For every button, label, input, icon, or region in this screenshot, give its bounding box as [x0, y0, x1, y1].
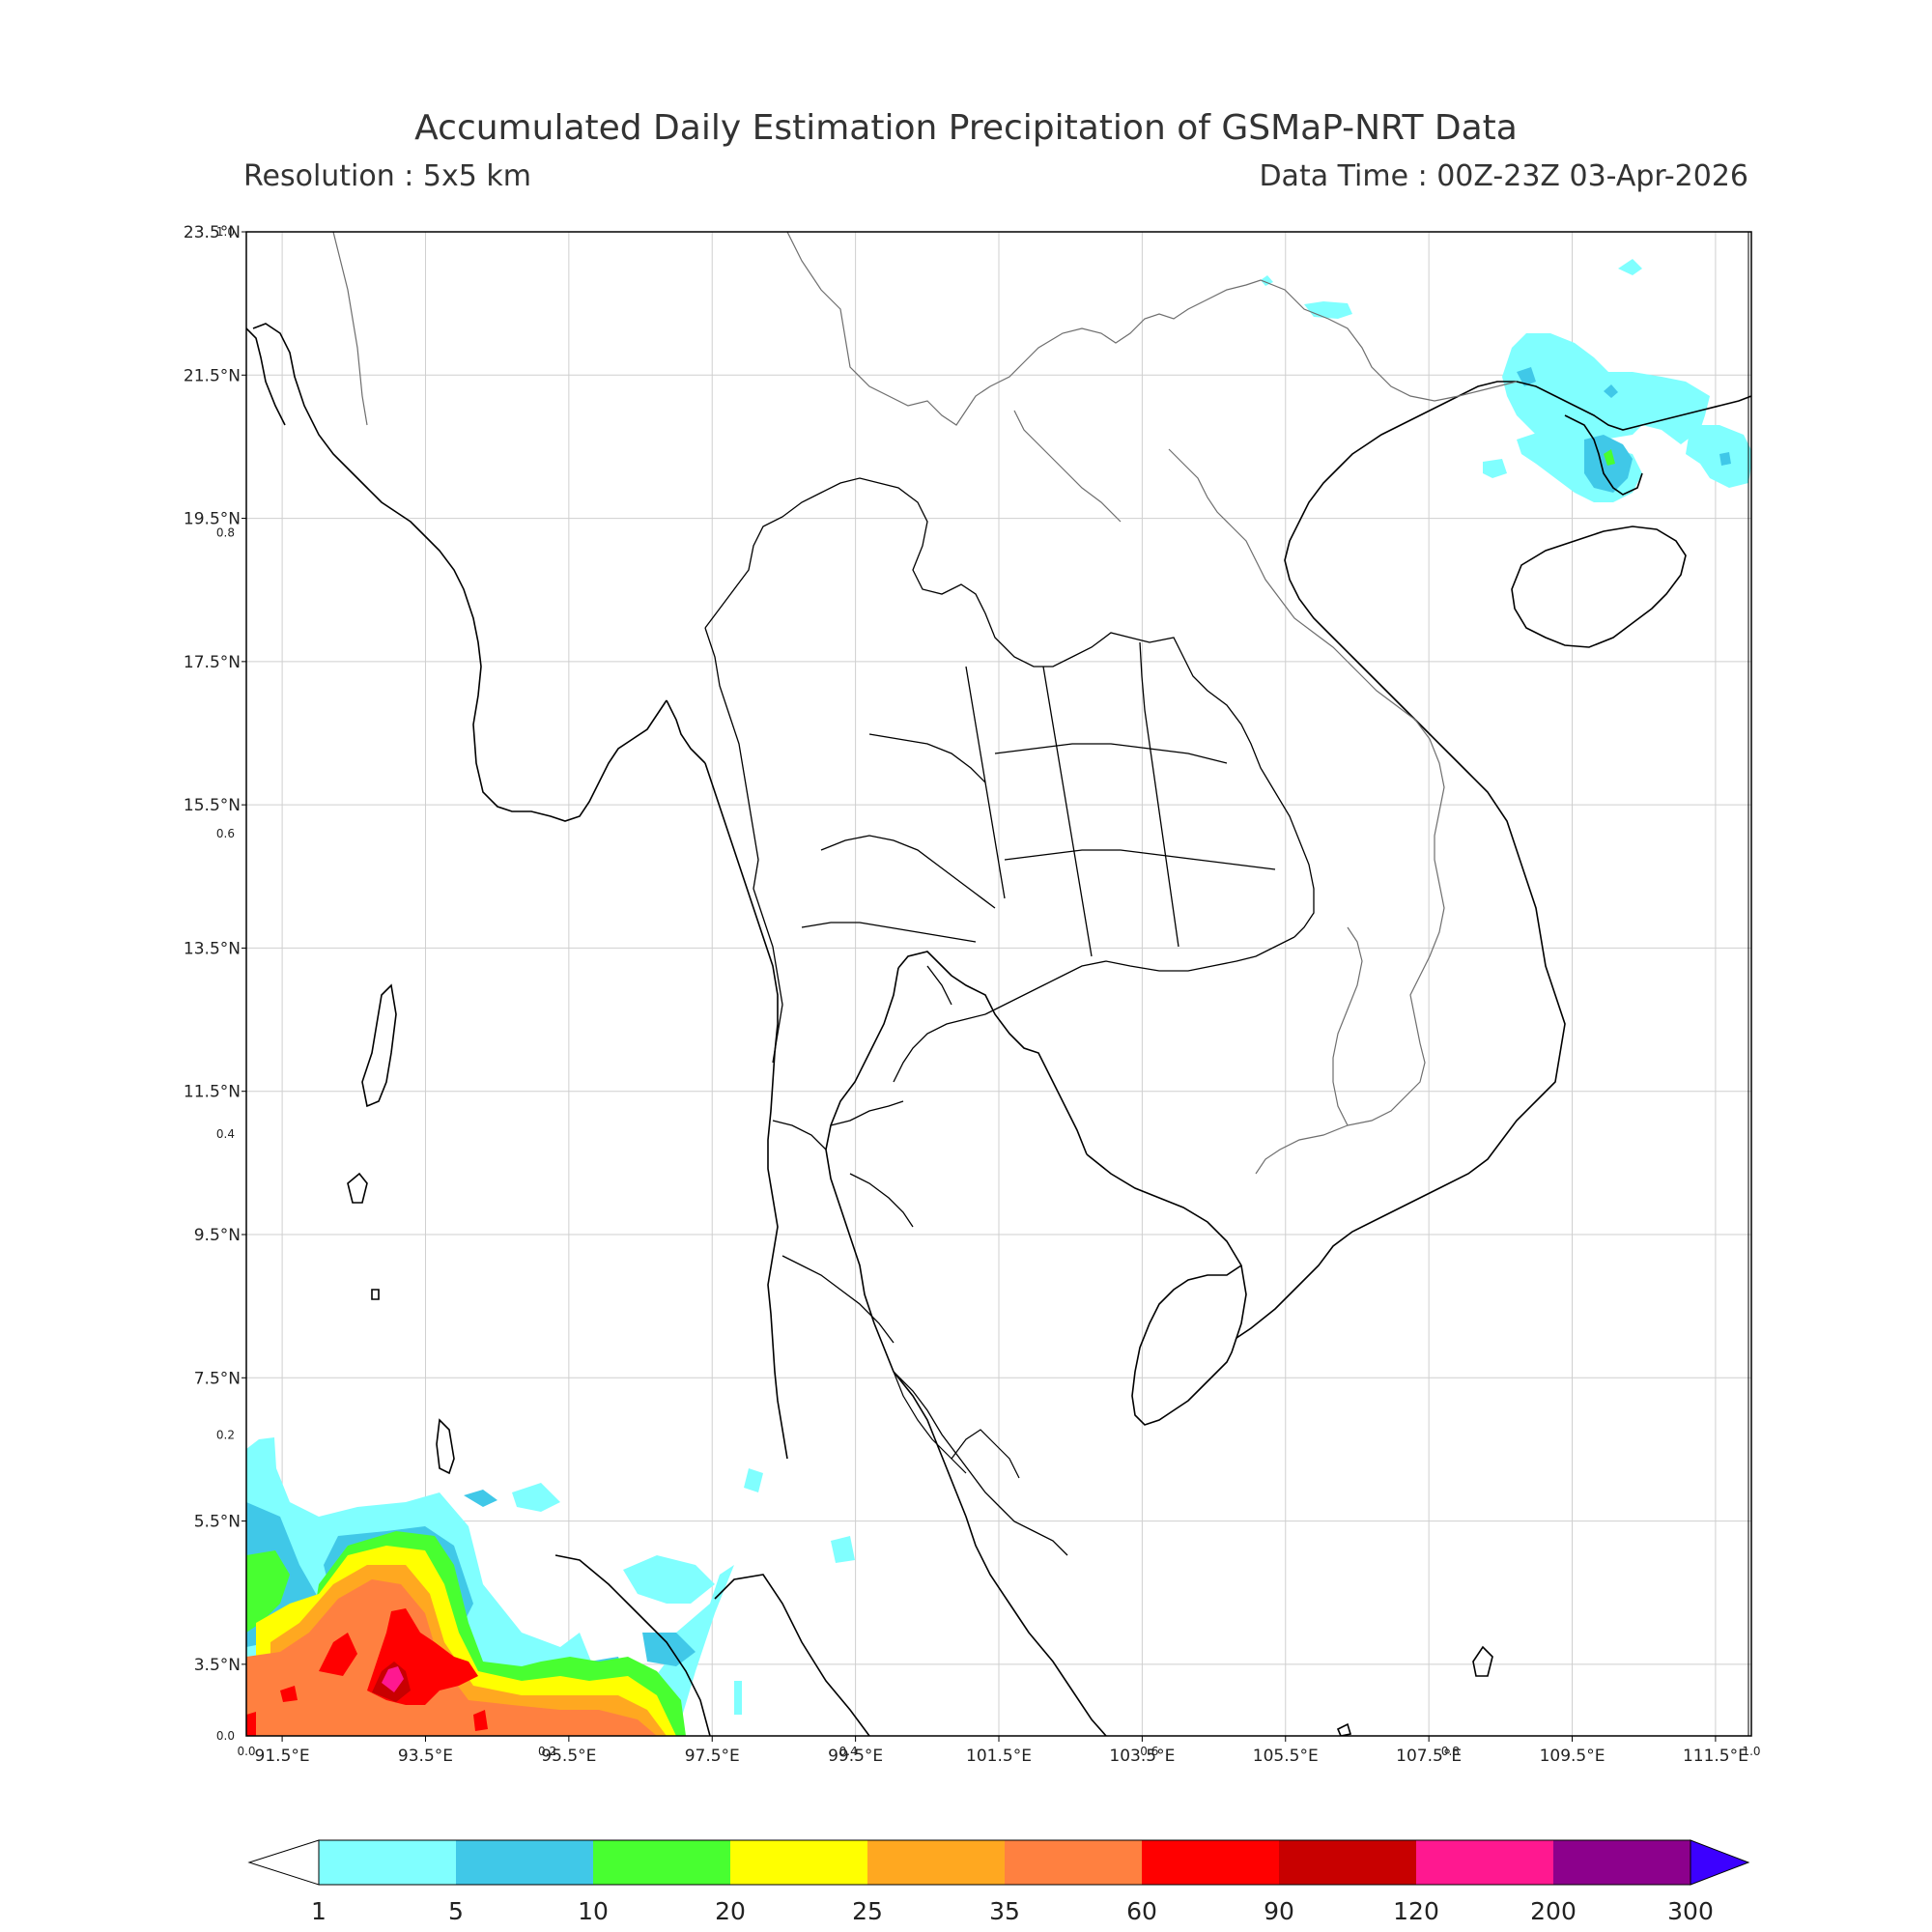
colorbar-level-label: 1 — [311, 1897, 327, 1925]
lon-tick-label: 111.5°E — [1683, 1747, 1748, 1766]
colorbar-level-label: 200 — [1530, 1897, 1577, 1925]
frac-tick-y: 1.0 — [216, 225, 235, 239]
lat-tick-label: 5.5°N — [194, 1513, 241, 1532]
fraction-ticks-y: 0.0 0.2 0.4 0.6 0.8 1.0 — [216, 225, 235, 1743]
lat-tick-label: 11.5°N — [184, 1083, 241, 1102]
lon-tick-label: 107.5°E — [1396, 1747, 1462, 1766]
gridlines — [246, 232, 1751, 1736]
frac-tick-y: 0.0 — [216, 1729, 235, 1743]
lat-tick-label: 9.5°N — [194, 1226, 241, 1245]
precip-northeast-system — [1261, 259, 1751, 502]
frac-tick-x: 0.0 — [237, 1745, 255, 1758]
fraction-ticks-x: 0.0 0.2 0.4 0.6 0.8 1.0 — [237, 1745, 1760, 1758]
colorbar-labels: 1 5 10 20 25 35 60 90 120 200 300 — [311, 1897, 1714, 1925]
lat-tick-label: 15.5°N — [184, 796, 241, 815]
frac-tick-y: 0.4 — [216, 1127, 235, 1141]
chart-title: Accumulated Daily Estimation Precipitati… — [414, 108, 1518, 148]
colorbar-level-label: 35 — [989, 1897, 1020, 1925]
lon-tick-label: 101.5°E — [966, 1747, 1032, 1766]
frac-tick-x: 0.8 — [1441, 1745, 1460, 1758]
frac-tick-x: 0.2 — [538, 1745, 556, 1758]
colorbar-level-label: 120 — [1393, 1897, 1439, 1925]
colorbar-level-label: 300 — [1667, 1897, 1714, 1925]
colorbar-level-label: 10 — [578, 1897, 609, 1925]
frac-tick-x: 1.0 — [1742, 1745, 1760, 1758]
colorbar-under-arrow — [247, 1839, 320, 1886]
precip-southwest-system — [246, 1437, 855, 1736]
lat-tick-label: 21.5°N — [184, 366, 241, 385]
lon-tick-label: 99.5°E — [828, 1747, 883, 1766]
lat-tick-label: 19.5°N — [184, 510, 241, 529]
colorbar-level-label: 5 — [448, 1897, 464, 1925]
frac-tick-y: 0.8 — [216, 526, 235, 539]
lon-tick-label: 109.5°E — [1540, 1747, 1605, 1766]
resolution-label: Resolution : 5x5 km — [243, 159, 531, 193]
lon-tick-label: 91.5°E — [255, 1747, 310, 1766]
map-area — [246, 232, 1751, 1736]
colorbar-swatch — [456, 1840, 594, 1885]
colorbar-level-label: 20 — [715, 1897, 746, 1925]
malaysia-borders — [893, 1371, 1020, 1479]
thailand-provinces — [704, 477, 1315, 1556]
frac-tick-x: 0.4 — [839, 1745, 858, 1758]
colorbar-swatch — [1142, 1840, 1280, 1885]
lat-tick-label: 23.5°N — [184, 223, 241, 242]
lon-tick-label: 95.5°E — [541, 1747, 596, 1766]
colorbar — [247, 1839, 1750, 1886]
longitude-labels: 91.5°E 93.5°E 95.5°E 97.5°E 99.5°E 101.5°E 103… — [255, 1736, 1748, 1766]
data-time-label: Data Time : 00Z-23Z 03-Apr-2026 — [1259, 159, 1748, 193]
colorbar-swatch — [1005, 1840, 1143, 1885]
colorbar-level-label: 60 — [1126, 1897, 1157, 1925]
colorbar-swatch — [867, 1840, 1006, 1885]
colorbar-over-arrow — [1690, 1839, 1750, 1886]
lon-tick-label: 97.5°E — [685, 1747, 740, 1766]
colorbar-level-label: 90 — [1264, 1897, 1294, 1925]
colorbar-swatch — [593, 1840, 731, 1885]
lon-tick-label: 103.5°E — [1109, 1747, 1175, 1766]
colorbar-level-label: 25 — [852, 1897, 883, 1925]
latitude-labels: 23.5°N 21.5°N 19.5°N 17.5°N 15.5°N 13.5°N 11.5… — [184, 223, 246, 1675]
lon-tick-label: 93.5°E — [398, 1747, 453, 1766]
frac-tick-y: 0.2 — [216, 1429, 235, 1442]
lat-tick-label: 3.5°N — [194, 1656, 241, 1675]
lat-tick-label: 17.5°N — [184, 653, 241, 672]
colorbar-swatch — [319, 1840, 457, 1885]
lat-tick-label: 7.5°N — [194, 1369, 241, 1388]
frac-tick-y: 0.6 — [216, 827, 235, 840]
country-borders — [332, 232, 1518, 1175]
colorbar-swatch — [1416, 1840, 1554, 1885]
coastlines — [246, 323, 1751, 1736]
frac-tick-x: 0.6 — [1140, 1745, 1158, 1758]
colorbar-swatch — [1553, 1840, 1691, 1885]
lat-tick-label: 13.5°N — [184, 939, 241, 958]
colorbar-swatch — [730, 1840, 868, 1885]
colorbar-swatch — [1279, 1840, 1417, 1885]
lon-tick-label: 105.5°E — [1253, 1747, 1319, 1766]
